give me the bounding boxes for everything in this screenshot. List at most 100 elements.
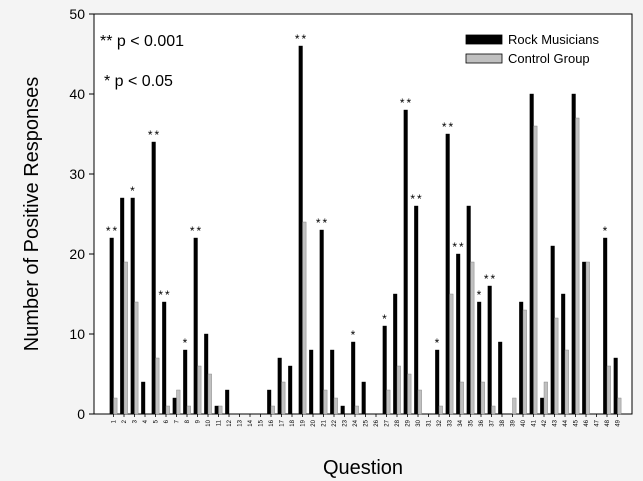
bar-rock-q36	[477, 301, 482, 415]
bar-rock-q8	[183, 349, 188, 415]
bar-rock-q45	[571, 93, 576, 415]
significance-marker-q48: *	[603, 224, 610, 238]
bar-rock-q43	[550, 245, 555, 415]
x-tick-label-q11: 11	[217, 419, 223, 426]
bar-control-q24	[354, 405, 359, 415]
bar-control-q29	[407, 373, 412, 415]
y-axis-title: Number of Positive Responses	[21, 77, 43, 352]
bar-rock-q2	[120, 197, 125, 415]
bar-control-q28	[396, 365, 401, 415]
bar-rock-q9	[193, 237, 198, 415]
x-tick-label-q7: 7	[175, 419, 181, 423]
x-tick-label-q30: 30	[416, 419, 422, 426]
x-tick-label-q13: 13	[238, 419, 244, 426]
bar-control-q1	[113, 397, 118, 415]
x-tick-label-q38: 38	[500, 419, 506, 426]
significance-marker-q33: **	[442, 120, 455, 134]
bar-rock-q46	[582, 261, 587, 415]
y-tick-label-10: 10	[69, 326, 85, 342]
bar-rock-q29	[403, 109, 408, 415]
y-tick-label-30: 30	[69, 166, 85, 182]
bar-rock-q16	[267, 389, 272, 415]
bar-rock-q1	[109, 237, 114, 415]
x-tick-label-q45: 45	[574, 419, 580, 426]
x-tick-label-q23: 23	[343, 419, 349, 426]
bar-control-q46	[585, 261, 590, 415]
x-tick-label-q42: 42	[542, 419, 548, 426]
bar-control-q5	[155, 357, 160, 415]
x-tick-label-q29: 29	[406, 419, 412, 426]
bar-rock-q17	[277, 357, 282, 415]
significance-marker-q30: **	[410, 192, 423, 206]
bar-rock-q4	[141, 381, 146, 415]
bar-rock-q23	[340, 405, 345, 415]
y-tick-label-40: 40	[69, 86, 85, 102]
y-axis: 0 10 20 30 40 50	[69, 6, 94, 422]
y-tick-label-20: 20	[69, 246, 85, 262]
x-tick-label-q1: 1	[112, 419, 118, 423]
x-tick-label-q12: 12	[227, 419, 233, 426]
bar-rock-q35	[466, 205, 471, 415]
x-tick-label-q43: 43	[553, 419, 559, 426]
legend-swatch-rock-musicians	[465, 34, 503, 45]
bar-rock-q12	[225, 389, 230, 415]
x-tick-label-q15: 15	[259, 419, 265, 426]
x-tick-label-q31: 31	[427, 419, 433, 426]
bar-rock-q20	[309, 349, 314, 415]
bar-rock-q28	[393, 293, 398, 415]
x-tick-label-q16: 16	[269, 419, 275, 426]
significance-marker-q5: **	[148, 128, 161, 142]
annotation-p005: * p < 0.05	[104, 73, 173, 90]
significance-marker-q1: **	[106, 224, 119, 238]
x-tick-label-q3: 3	[133, 419, 139, 423]
bar-control-q35	[470, 261, 475, 415]
x-tick-label-q2: 2	[122, 419, 128, 423]
bar-rock-q21	[319, 229, 324, 415]
bar-control-q19	[302, 221, 307, 415]
bar-control-q40	[522, 309, 527, 415]
bar-rock-q33	[445, 133, 450, 415]
bar-rock-q37	[487, 285, 492, 415]
x-tick-label-q6: 6	[164, 419, 170, 423]
legend-swatch-control-group	[465, 53, 503, 64]
x-tick-label-q14: 14	[248, 419, 254, 426]
bar-rock-q19	[298, 45, 303, 415]
x-tick-label-q36: 36	[479, 419, 485, 426]
bar-control-q42	[543, 381, 548, 415]
x-tick-label-q9: 9	[196, 419, 202, 423]
x-tick-label-q28: 28	[395, 419, 401, 426]
y-tick-label-0: 0	[77, 406, 85, 422]
x-tick-label-q48: 48	[605, 419, 611, 426]
bar-rock-q5	[151, 141, 156, 415]
bar-rock-q7	[172, 397, 177, 415]
x-tick-label-q34: 34	[458, 419, 464, 426]
x-tick-label-q33: 33	[448, 419, 454, 426]
bar-control-q37	[491, 405, 496, 415]
x-tick-label-q10: 10	[206, 419, 212, 426]
x-tick-label-q32: 32	[437, 419, 443, 426]
x-tick-label-q27: 27	[385, 419, 391, 426]
x-tick-label-q4: 4	[143, 419, 149, 423]
x-tick-label-q25: 25	[364, 419, 370, 426]
bar-rock-q44	[561, 293, 566, 415]
x-tick-label-q47: 47	[595, 419, 601, 426]
x-tick-label-q21: 21	[322, 419, 328, 426]
x-tick-label-q20: 20	[311, 419, 317, 426]
x-axis-title: Question	[323, 457, 403, 479]
annotation-p001: ** p < 0.001	[100, 33, 184, 50]
bar-control-q33	[449, 293, 454, 415]
significance-marker-q19: **	[295, 32, 308, 46]
x-tick-label-q44: 44	[563, 419, 569, 426]
bar-rock-q22	[330, 349, 335, 415]
x-tick-label-q24: 24	[353, 419, 359, 426]
x-tick-label-q22: 22	[332, 419, 338, 426]
x-tick-label-q41: 41	[532, 419, 538, 426]
bar-control-q16	[270, 405, 275, 415]
x-tick-label-q40: 40	[521, 419, 527, 426]
bar-control-q3	[134, 301, 139, 415]
x-tick-label-q8: 8	[185, 419, 191, 423]
bar-rock-q42	[540, 397, 545, 415]
bar-control-q21	[323, 389, 328, 415]
